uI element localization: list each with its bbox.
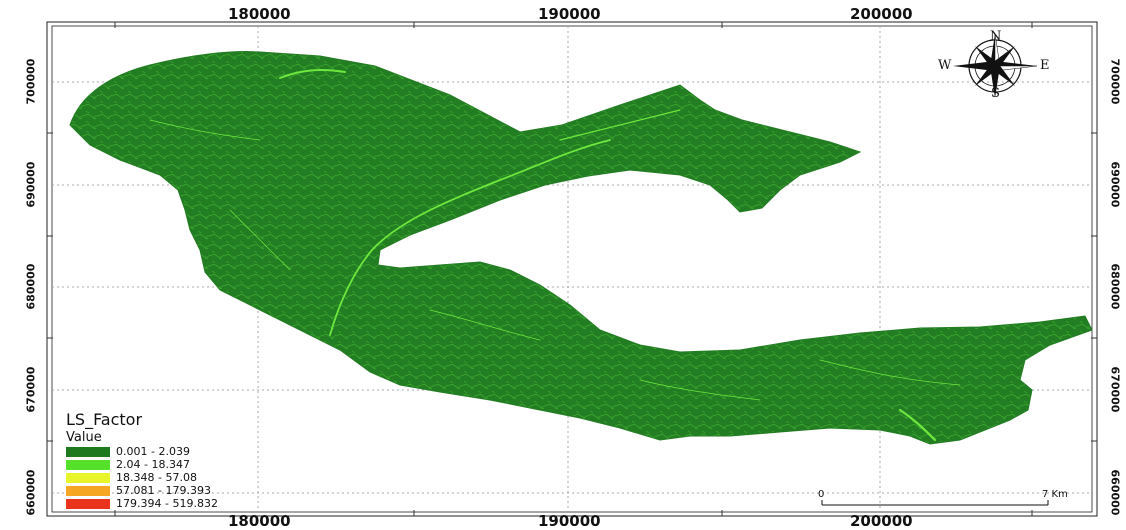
right-northing-label: 690000 — [1108, 161, 1122, 208]
legend-label: 57.081 - 179.393 — [116, 484, 211, 497]
legend-rows: 0.001 - 2.039 2.04 - 18.347 18.348 - 57.… — [66, 445, 316, 510]
map-legend: LS_Factor Value 0.001 - 2.039 2.04 - 18.… — [66, 410, 316, 510]
legend-label: 0.001 - 2.039 — [116, 445, 190, 458]
top-easting-label: 190000 — [538, 5, 601, 23]
legend-swatch — [66, 446, 110, 457]
legend-label: 2.04 - 18.347 — [116, 458, 190, 471]
compass-north-label: N — [990, 29, 1002, 44]
legend-item: 2.04 - 18.347 — [66, 458, 316, 471]
top-easting-label: 180000 — [228, 5, 291, 23]
right-northing-label: 670000 — [1108, 366, 1122, 413]
frame-ticks — [47, 22, 1097, 516]
legend-swatch — [66, 459, 110, 470]
compass-east-label: E — [1040, 58, 1050, 73]
compass-south-label: S — [991, 86, 1000, 101]
bottom-easting-label: 180000 — [228, 512, 291, 530]
scale-bar-end-label: 7 Km — [1042, 489, 1068, 500]
left-northing-label: 680000 — [24, 263, 38, 310]
legend-swatch — [66, 498, 110, 509]
legend-item: 18.348 - 57.08 — [66, 471, 316, 484]
right-northing-label: 680000 — [1108, 263, 1122, 310]
bottom-easting-label: 200000 — [850, 512, 913, 530]
map-inner-frame — [51, 25, 1093, 513]
top-easting-label: 200000 — [850, 5, 913, 23]
left-northing-label: 700000 — [24, 58, 38, 105]
north-arrow-icon — [953, 33, 1038, 98]
left-northing-label: 690000 — [24, 161, 38, 208]
legend-swatch — [66, 485, 110, 496]
right-northing-label: 700000 — [1108, 58, 1122, 105]
scale-bar-start-label: 0 — [818, 489, 825, 500]
high-ls-streaks — [149, 69, 961, 442]
bottom-easting-label: 190000 — [538, 512, 601, 530]
legend-label: 179.394 - 519.832 — [116, 497, 218, 510]
legend-swatch — [66, 472, 110, 483]
study-area-region — [69, 51, 1093, 445]
left-northing-label: 660000 — [24, 469, 38, 516]
legend-item: 57.081 - 179.393 — [66, 484, 316, 497]
legend-subtitle: Value — [66, 430, 102, 445]
right-northing-label: 660000 — [1108, 469, 1122, 516]
legend-label: 18.348 - 57.08 — [116, 471, 197, 484]
legend-item: 179.394 - 519.832 — [66, 497, 316, 510]
compass-west-label: W — [938, 58, 952, 73]
legend-title: LS_Factor — [66, 410, 143, 429]
left-northing-label: 670000 — [24, 366, 38, 413]
scale-bar — [821, 500, 1049, 506]
legend-item: 0.001 - 2.039 — [66, 445, 316, 458]
